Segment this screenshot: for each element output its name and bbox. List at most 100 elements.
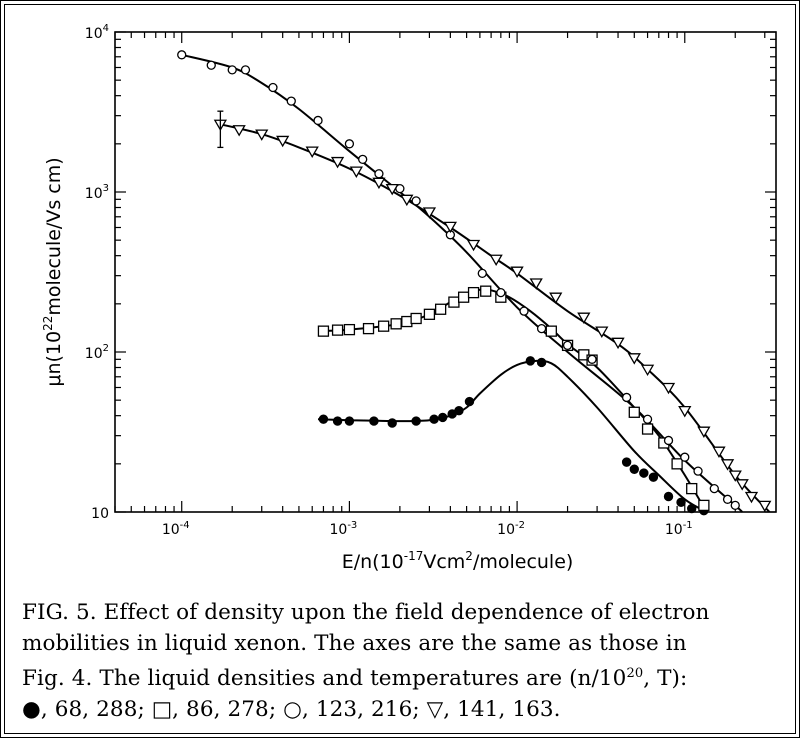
markers-layer	[177, 50, 772, 516]
data-point-open-circle	[519, 306, 529, 316]
x-tick-label: 10-4	[162, 520, 190, 538]
data-point-open-circle	[477, 268, 487, 279]
series-curve-filled-circle	[317, 359, 708, 513]
data-point-open-triangle-down	[758, 500, 772, 513]
data-point-open-triangle-down	[385, 183, 399, 196]
data-point-open-circle	[496, 287, 506, 298]
data-point-open-triangle-down	[400, 194, 414, 207]
data-point-open-square	[480, 285, 492, 297]
data-point-open-square	[377, 320, 390, 332]
data-point-open-triangle-down	[232, 125, 246, 137]
data-point-open-circle	[562, 340, 573, 351]
data-point-filled-circle	[318, 414, 329, 424]
data-point-open-square	[457, 291, 470, 303]
data-point-open-square	[545, 325, 557, 337]
data-point-open-circle	[680, 452, 690, 462]
data-point-open-square	[390, 318, 402, 330]
data-point-open-triangle-down	[697, 426, 711, 438]
data-point-filled-circle	[629, 464, 639, 474]
data-point-open-square	[343, 323, 356, 336]
series-curve-open-square	[317, 288, 708, 513]
data-point-filled-circle	[621, 457, 632, 467]
x-tick-label: 10-1	[665, 520, 693, 538]
data-point-open-circle	[722, 494, 733, 504]
data-point-open-circle	[313, 115, 323, 126]
caption-line-3-text: Fig. 4. The liquid densities and tempera…	[22, 666, 627, 692]
data-point-open-square	[331, 324, 344, 336]
data-point-open-triangle-down	[372, 177, 386, 190]
data-point-open-triangle-down	[720, 459, 735, 471]
data-point-open-circle	[663, 435, 674, 446]
data-point-open-circle	[536, 323, 547, 334]
data-point-open-square	[410, 312, 422, 325]
data-point-open-triangle-down	[577, 312, 591, 324]
caption-line-3-sup: 20	[626, 666, 644, 681]
data-point-open-circle	[587, 354, 597, 364]
data-point-open-square	[628, 406, 640, 418]
data-point-filled-circle	[411, 416, 421, 426]
data-point-filled-circle	[429, 414, 439, 424]
data-point-open-square	[671, 458, 683, 470]
data-point-open-square	[423, 308, 436, 320]
data-point-open-triangle-down	[549, 292, 563, 305]
series-curve-open-circle	[181, 53, 743, 513]
data-point-open-square	[641, 423, 654, 435]
data-point-open-triangle-down	[349, 166, 363, 178]
data-point-filled-circle	[344, 416, 355, 426]
data-point-filled-circle	[332, 416, 343, 426]
data-point-open-circle	[240, 65, 251, 75]
data-point-open-square	[317, 325, 330, 337]
data-point-filled-circle	[369, 416, 379, 426]
data-point-open-triangle-down	[255, 129, 269, 141]
data-point-filled-circle	[387, 418, 397, 428]
figure-frame-inner	[4, 4, 796, 734]
data-point-open-circle	[344, 139, 355, 149]
data-point-open-circle	[286, 96, 296, 106]
data-point-filled-circle	[525, 356, 536, 366]
y-axis-title: μn(1022molecule/Vs cm)	[41, 157, 65, 386]
data-point-open-square	[434, 303, 447, 315]
data-point-open-circle	[709, 483, 719, 494]
data-point-open-square	[448, 296, 460, 308]
y-tick-label: 10	[91, 506, 109, 522]
y-tick-label: 102	[85, 343, 109, 362]
y-tick-label: 104	[85, 23, 109, 42]
data-point-open-triangle-down	[330, 156, 345, 169]
data-point-open-circle	[177, 50, 187, 60]
data-point-open-triangle-down	[744, 491, 759, 504]
x-tick-label: 10-2	[497, 520, 525, 538]
data-point-open-triangle-down	[489, 254, 503, 267]
data-point-open-circle	[730, 500, 740, 511]
data-point-filled-circle	[639, 468, 649, 478]
data-point-open-square	[401, 315, 413, 328]
data-point-open-triangle-down	[611, 337, 625, 350]
data-point-open-triangle-down	[595, 326, 609, 338]
data-point-open-square	[686, 482, 698, 495]
caption-line-4: ●, 68, 288; □, 86, 278; ○, 123, 216; ▽, …	[22, 696, 561, 722]
data-point-open-triangle-down	[466, 239, 481, 252]
caption-line-2: mobilities in liquid xenon. The axes are…	[22, 630, 687, 656]
data-point-filled-circle	[536, 357, 547, 368]
data-point-filled-circle	[437, 412, 448, 423]
data-point-filled-circle	[687, 503, 697, 514]
labels-layer: 10-4 10-3 10-2 10-1 10 102 103 104 E/n(10-17Vcm2…	[41, 23, 693, 573]
caption-line-1: FIG. 5. Effect of density upon the field…	[22, 600, 710, 625]
data-point-filled-circle	[454, 405, 464, 416]
data-point-open-square	[467, 286, 480, 299]
data-point-open-triangle-down	[510, 266, 524, 278]
x-tick-label: 10-3	[330, 520, 358, 538]
chart: 10-4 10-3 10-2 10-1 10 102 103 104 E/n(10-17Vcm2…	[41, 23, 777, 573]
data-point-open-triangle-down	[443, 221, 457, 234]
data-point-filled-circle	[464, 396, 475, 407]
data-point-open-triangle-down	[305, 146, 319, 158]
data-point-open-triangle-down	[627, 353, 641, 365]
data-point-open-circle	[268, 82, 278, 93]
data-point-open-triangle-down	[529, 278, 543, 290]
data-point-open-circle	[227, 65, 237, 75]
curves-layer	[181, 53, 771, 513]
data-point-filled-circle	[648, 472, 659, 482]
data-point-open-triangle-down	[422, 207, 437, 219]
data-point-open-triangle-down	[661, 382, 676, 395]
x-axis-title: E/n(10-17Vcm2/molecule)	[342, 549, 574, 573]
